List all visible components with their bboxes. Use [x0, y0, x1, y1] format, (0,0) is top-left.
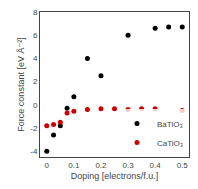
- svg-text:Force constant [eV Å⁻²]: Force constant [eV Å⁻²]: [16, 37, 26, 131]
- svg-text:8: 8: [33, 8, 38, 17]
- svg-text:0.2: 0.2: [95, 161, 107, 170]
- svg-text:0: 0: [45, 161, 50, 170]
- svg-text:Doping [electrons/f.u.]: Doping [electrons/f.u.]: [71, 171, 159, 181]
- svg-text:-2: -2: [30, 124, 38, 133]
- svg-text:0.4: 0.4: [150, 161, 162, 170]
- svg-text:BaTiO₃: BaTiO₃: [157, 120, 183, 129]
- svg-text:-4: -4: [30, 147, 38, 156]
- svg-text:2: 2: [33, 77, 38, 86]
- svg-text:CaTiO₃: CaTiO₃: [157, 139, 183, 148]
- svg-text:6: 6: [33, 31, 38, 40]
- svg-text:0: 0: [33, 101, 38, 110]
- svg-text:0.5: 0.5: [177, 161, 189, 170]
- svg-text:0.3: 0.3: [122, 161, 134, 170]
- svg-text:4: 4: [33, 54, 38, 63]
- svg-text:0.1: 0.1: [68, 161, 80, 170]
